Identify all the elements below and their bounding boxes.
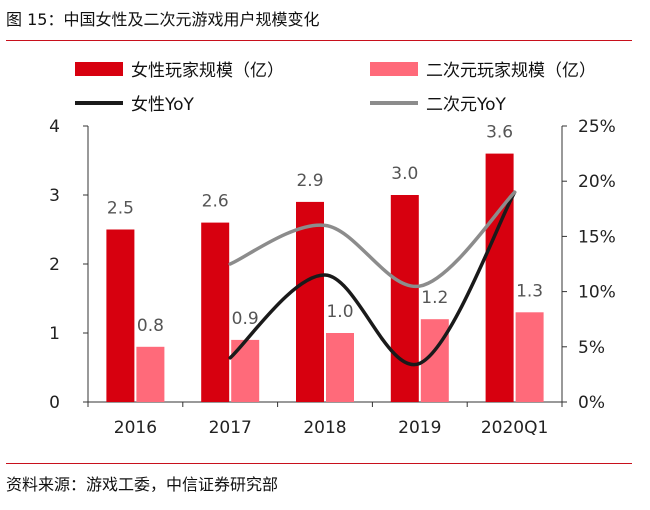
legend-female-yoy-label: 女性YoY <box>131 95 195 115</box>
legend-acg-bar-label: 二次元玩家规模（亿） <box>426 61 596 81</box>
data-label-female: 2.5 <box>107 199 134 219</box>
bar-acg <box>231 339 260 402</box>
data-label-acg: 1.2 <box>421 288 448 308</box>
legend-acg-bar-swatch <box>370 62 418 76</box>
bar-female <box>390 195 419 402</box>
x-tick-label: 2020Q1 <box>481 418 548 438</box>
data-label-female: 3.0 <box>391 164 418 184</box>
legend-acg-yoy-label: 二次元YoY <box>426 95 507 115</box>
legend: 女性玩家规模（亿） 二次元玩家规模（亿） 女性YoY 二次元YoY <box>75 61 596 115</box>
y-tick-right-label: 15% <box>578 227 616 247</box>
data-label-female: 2.9 <box>296 171 323 191</box>
bar-female <box>485 153 514 402</box>
bar-acg <box>515 312 544 402</box>
bar-female <box>201 222 230 402</box>
y-tick-left-label: 0 <box>49 393 60 413</box>
chart-svg: 女性玩家规模（亿） 二次元玩家规模（亿） 女性YoY 二次元YoY 0 1 2 3 4 0% 5%… <box>49 61 616 438</box>
data-labels: 2.5 2.6 2.9 3.0 3.6 0.8 0.9 1.0 1.2 1.3 <box>107 123 543 336</box>
x-tick-label: 2017 <box>209 418 252 438</box>
y-tick-right-label: 10% <box>578 283 616 303</box>
source-rule <box>6 463 632 464</box>
y-tick-left-label: 1 <box>49 324 60 344</box>
bar-acg <box>136 346 165 402</box>
x-tick-label: 2019 <box>398 418 441 438</box>
bars <box>106 153 544 402</box>
y-tick-right-label: 5% <box>578 338 605 358</box>
bar-acg <box>326 333 354 402</box>
bar-female <box>106 229 135 402</box>
lines <box>228 190 517 367</box>
y-tick-left-label: 2 <box>49 255 60 275</box>
title-rule <box>6 40 632 41</box>
legend-female-bar-swatch <box>75 62 123 76</box>
y-tick-left-label: 4 <box>49 117 60 137</box>
bar-female <box>296 201 324 402</box>
y-tick-left-label: 3 <box>49 186 60 206</box>
y-tick-right-label: 0% <box>578 393 605 413</box>
data-label-acg: 0.8 <box>137 316 164 336</box>
data-label-acg: 1.3 <box>516 281 543 301</box>
source-note: 资料来源：游戏工委，中信证券研究部 <box>6 475 279 494</box>
line-female-yoy <box>228 190 517 367</box>
y-tick-right-label: 25% <box>578 117 616 137</box>
x-tick-label: 2018 <box>303 418 346 438</box>
data-label-female: 2.6 <box>202 192 229 212</box>
y-tick-right-label: 20% <box>578 172 616 192</box>
data-label-female: 3.6 <box>486 123 513 143</box>
figure-title: 图 15：中国女性及二次元游戏用户规模变化 <box>6 10 320 29</box>
data-label-acg: 1.0 <box>326 302 353 322</box>
line-acg-yoy <box>228 190 517 288</box>
x-tick-label: 2016 <box>114 418 157 438</box>
data-label-acg: 0.9 <box>232 309 259 329</box>
axes: 0 1 2 3 4 0% 5% 10% 15% 20% 25% 2016 2017 2018 2019 202… <box>49 117 616 438</box>
legend-female-bar-label: 女性玩家规模（亿） <box>131 61 284 81</box>
